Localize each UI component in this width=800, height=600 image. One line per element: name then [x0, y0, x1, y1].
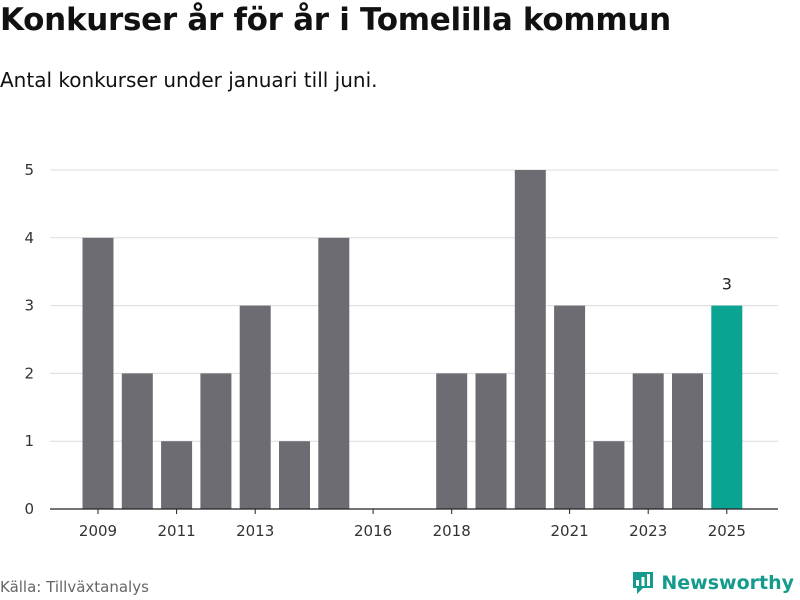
bar-2022: [593, 441, 625, 509]
newsworthy-logo-icon: [633, 572, 654, 594]
bar-2009: [82, 237, 114, 510]
x-tick-label: 2018: [433, 522, 471, 540]
x-tick-label: 2023: [629, 522, 667, 540]
brand-logo[interactable]: Newsworthy: [631, 570, 794, 596]
bar-2014: [279, 441, 310, 509]
bar-2023: [632, 373, 664, 509]
bar-2021: [554, 305, 586, 509]
data-label: 3: [722, 275, 732, 294]
bar-2024: [672, 373, 703, 509]
bar-2010: [121, 373, 153, 509]
y-tick-label: 3: [24, 297, 34, 315]
y-tick-label: 2: [24, 364, 34, 382]
x-tick-label: 2016: [354, 522, 392, 540]
bar-2012: [200, 373, 232, 509]
bar-2025: [711, 305, 743, 509]
bar-2011: [161, 441, 193, 509]
x-tick-label: 2011: [158, 522, 196, 540]
chart-subtitle: Antal konkurser under januari till juni.: [0, 68, 378, 92]
bar-2013: [239, 305, 271, 509]
y-tick-label: 4: [24, 229, 34, 247]
bar-2020: [514, 170, 546, 509]
bar-2015: [318, 237, 350, 510]
x-tick-label: 2009: [79, 522, 117, 540]
source-note: Källa: Tillväxtanalys: [0, 578, 149, 596]
brand-name: Newsworthy: [661, 572, 794, 594]
x-tick-label: 2021: [551, 522, 589, 540]
chart-title: Konkurser år för år i Tomelilla kommun: [0, 2, 671, 38]
y-tick-label: 1: [24, 432, 34, 450]
y-tick-label: 5: [24, 161, 34, 179]
x-tick-label: 2025: [708, 522, 746, 540]
bar-2018: [436, 373, 468, 509]
y-tick-label: 0: [24, 500, 34, 518]
bar-2019: [475, 373, 507, 509]
x-tick-label: 2013: [236, 522, 274, 540]
